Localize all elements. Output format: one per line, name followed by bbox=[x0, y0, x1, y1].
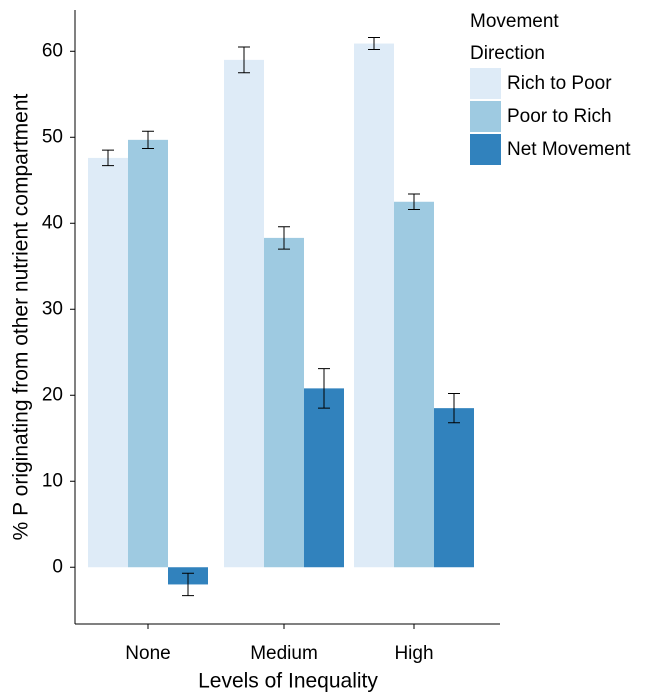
error-bar bbox=[182, 572, 194, 597]
legend-label: Net Movement bbox=[507, 139, 631, 160]
error-bar bbox=[102, 149, 114, 167]
error-bar bbox=[142, 130, 154, 149]
legend-label: Rich to Poor bbox=[507, 73, 612, 94]
y-tick-label: 0 bbox=[52, 556, 63, 577]
error-bar bbox=[408, 193, 420, 211]
y-tick-label: 50 bbox=[42, 126, 63, 147]
legend-key bbox=[470, 101, 501, 132]
bar bbox=[394, 201, 434, 568]
error-bar bbox=[238, 46, 250, 74]
bar bbox=[128, 139, 168, 568]
x-tick-label: High bbox=[394, 643, 433, 664]
error-bar bbox=[278, 226, 290, 250]
legend-title: Direction bbox=[470, 43, 545, 64]
legend-title: Movement bbox=[470, 11, 559, 32]
legend-key bbox=[470, 68, 501, 99]
y-tick-label: 20 bbox=[42, 384, 63, 405]
y-tick-label: 10 bbox=[42, 470, 63, 491]
x-axis-title: Levels of Inequality bbox=[198, 670, 378, 693]
x-tick-label: Medium bbox=[250, 643, 318, 664]
y-tick-label: 60 bbox=[42, 40, 63, 61]
bar bbox=[354, 43, 394, 568]
error-bar bbox=[318, 368, 330, 409]
legend-key bbox=[470, 134, 501, 165]
error-bar bbox=[368, 37, 380, 51]
bar bbox=[224, 59, 264, 568]
bar bbox=[264, 237, 304, 568]
bar bbox=[304, 388, 344, 568]
error-bar bbox=[448, 393, 460, 424]
y-tick-label: 40 bbox=[42, 212, 63, 233]
y-axis-title: % P originating from other nutrient comp… bbox=[10, 94, 33, 541]
legend-label: Poor to Rich bbox=[507, 106, 612, 127]
bar bbox=[434, 408, 474, 568]
x-tick-label: None bbox=[125, 643, 170, 664]
bar bbox=[88, 157, 128, 568]
y-tick-label: 30 bbox=[42, 298, 63, 319]
